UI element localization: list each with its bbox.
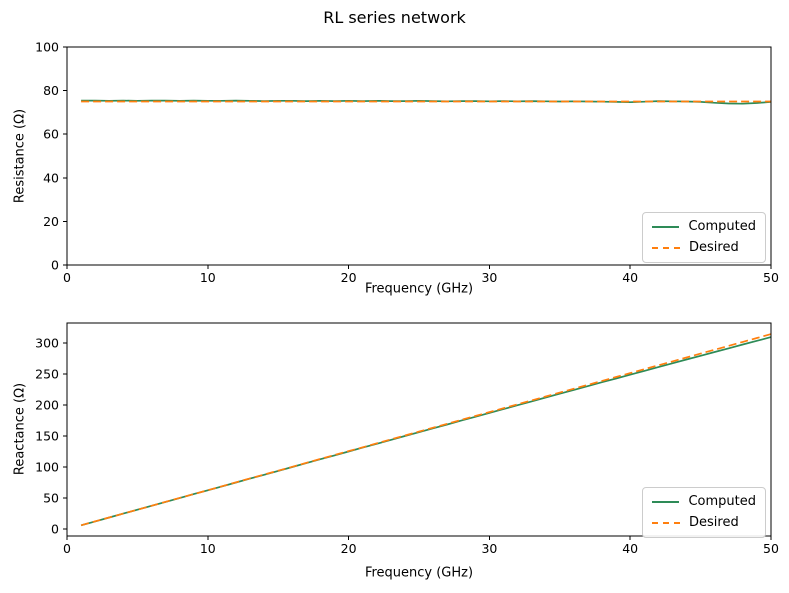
computed-line: [81, 99, 772, 105]
y-tick-label: 80: [43, 83, 59, 98]
legend-item-computed: Computed: [652, 494, 756, 510]
x-tick-label: 20: [341, 541, 357, 556]
y-tick-label: 0: [51, 522, 59, 537]
y-tick-label: 150: [35, 429, 59, 444]
y-tick-label: 40: [43, 170, 59, 185]
x-tick-label: 30: [481, 270, 497, 285]
plot-frame: [66, 322, 772, 537]
x-tick-label: 50: [763, 541, 779, 556]
y-tick-label: 250: [35, 366, 59, 381]
legend-item-computed: Computed: [652, 219, 756, 235]
x-tick-label: 40: [622, 541, 638, 556]
x-tick-label: 10: [200, 270, 216, 285]
legend-label-computed: Computed: [688, 494, 756, 509]
top-frequency-axis-label: Frequency (GHz): [364, 281, 474, 297]
top-plot-legend: Computed Desired: [642, 212, 766, 263]
bottom-plot-legend: Computed Desired: [642, 487, 766, 538]
legend-label-computed: Computed: [688, 219, 756, 234]
y-tick-label: 100: [35, 40, 59, 55]
computed-line: [80, 336, 772, 527]
legend-item-desired: Desired: [652, 240, 756, 256]
legend-label-desired: Desired: [689, 515, 739, 530]
bottom-frequency-axis-label: Frequency (GHz): [364, 565, 474, 581]
legend-label-desired: Desired: [689, 240, 739, 255]
y-tick-label: 60: [43, 127, 59, 142]
desired-line-sample: [652, 522, 680, 524]
y-tick-label: 300: [35, 335, 59, 350]
plot-frame: [66, 46, 772, 266]
figure-title: RL series network: [323, 8, 466, 27]
x-tick-label: 30: [481, 541, 497, 556]
computed-line-sample: [652, 501, 680, 503]
desired-line-sample: [652, 247, 680, 249]
x-tick-label: 0: [63, 270, 71, 285]
computed-line-sample: [652, 226, 680, 228]
reactance-axis-label: Reactance (Ω): [12, 382, 28, 476]
y-tick-label: 100: [35, 460, 59, 475]
legend-item-desired: Desired: [652, 515, 756, 531]
x-tick-label: 40: [622, 270, 638, 285]
x-tick-label: 50: [763, 270, 779, 285]
x-tick-label: 20: [341, 270, 357, 285]
resistance-axis-label: Resistance (Ω): [12, 108, 28, 204]
y-tick-label: 20: [43, 214, 59, 229]
x-tick-label: 10: [200, 541, 216, 556]
y-tick-label: 0: [51, 258, 59, 273]
y-tick-label: 200: [35, 397, 59, 412]
x-tick-label: 0: [63, 541, 71, 556]
y-tick-label: 50: [43, 491, 59, 506]
